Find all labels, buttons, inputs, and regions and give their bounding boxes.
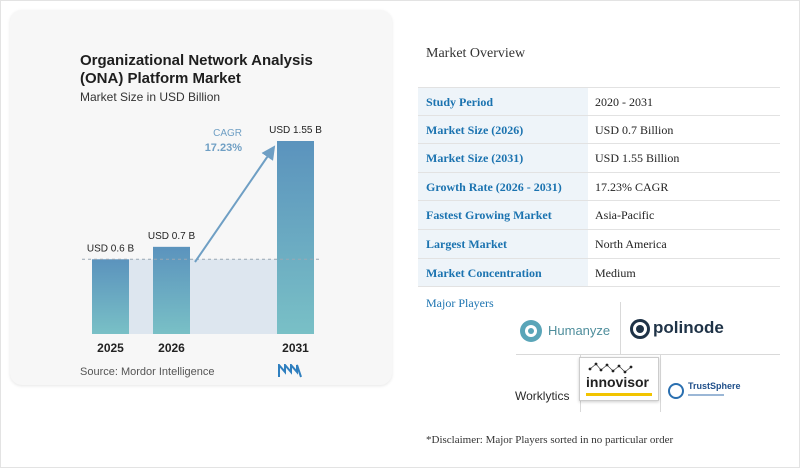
overview-row-label: Growth Rate (2026 - 2031): [418, 172, 588, 201]
humanyze-icon: [520, 320, 542, 342]
innovisor-network-icon: [588, 362, 633, 374]
trustsphere-tagline-bar: [688, 394, 724, 396]
overview-row-label: Market Size (2031): [418, 144, 588, 172]
x-tick-label: 2026: [158, 341, 185, 355]
mordor-logo-icon: [278, 364, 302, 378]
x-tick-label: 2025: [97, 341, 124, 355]
grid-divider: [516, 354, 780, 355]
polinode-icon: [630, 319, 650, 339]
overview-row-value: North America: [595, 236, 667, 251]
polinode-logo-text: polinode: [653, 318, 724, 337]
grid-divider: [620, 302, 621, 354]
overview-row-label: Market Concentration: [418, 258, 588, 287]
cagr-value: 17.23%: [205, 142, 243, 154]
bar-value-label: USD 0.7 B: [148, 231, 196, 242]
cagr-arrow: [194, 145, 276, 263]
overview-row-label: Study Period: [418, 88, 588, 115]
overview-row-value: Asia-Pacific: [595, 208, 655, 223]
overview-row-label: Fastest Growing Market: [418, 201, 588, 229]
overview-row-value: USD 1.55 Billion: [595, 151, 680, 166]
overview-row-value: USD 0.7 Billion: [595, 122, 674, 137]
bar-value-label: USD 1.55 B: [269, 125, 322, 136]
bar-chart: USD 0.6 B USD 0.7 B USD 1.55 B 2025 2026 2031…: [82, 125, 322, 355]
trustsphere-logo-text: TrustSphere: [688, 381, 741, 391]
worklytics-logo: Worklytics: [515, 389, 570, 403]
trustsphere-icon: [668, 383, 684, 399]
chart-source: Source: Mordor Intelligence: [80, 366, 215, 378]
x-tick-label: 2031: [282, 341, 309, 355]
overview-row: Market Size (2031) USD 1.55 Billion: [418, 144, 780, 173]
innovisor-logo-text: innovisor: [586, 374, 650, 390]
overview-row-value: 2020 - 2031: [595, 95, 653, 109]
humanyze-logo-text: Humanyze: [548, 323, 611, 338]
overview-row: Largest Market North America: [418, 229, 780, 259]
overview-table: Study Period 2020 - 2031 Market Size (20…: [418, 87, 780, 288]
disclaimer: *Disclaimer: Major Players sorted in no …: [426, 434, 674, 446]
grid-divider: [660, 354, 661, 412]
chart-title: Organizational Network Analysis (ONA) Pl…: [80, 52, 313, 87]
overview-row: Study Period 2020 - 2031: [418, 87, 780, 116]
chart-subtitle: Market Size in USD Billion: [80, 90, 221, 104]
overview-row: Fastest Growing Market Asia-Pacific: [418, 201, 780, 230]
overview-row: Market Size (2026) USD 0.7 Billion: [418, 115, 780, 145]
overview-row-value: Medium: [595, 265, 636, 280]
bar: [92, 259, 129, 334]
cagr-label: CAGR: [213, 128, 242, 139]
overview-row-label: Market Size (2026): [418, 115, 588, 144]
bar: [277, 141, 314, 334]
players-title: Major Players: [426, 296, 494, 310]
overview-row-value: 17.23% CAGR: [595, 179, 669, 194]
innovisor-logo: innovisor: [579, 357, 659, 401]
innovisor-underline: [586, 393, 652, 396]
overview-row: Market Concentration Medium: [418, 258, 780, 288]
overview-row: Growth Rate (2026 - 2031) 17.23% CAGR: [418, 172, 780, 202]
growth-shade-area: [129, 259, 277, 334]
bar: [153, 246, 190, 334]
overview-row-label: Largest Market: [418, 229, 588, 258]
bar-value-label: USD 0.6 B: [87, 243, 135, 254]
overview-title: Market Overview: [426, 46, 526, 61]
